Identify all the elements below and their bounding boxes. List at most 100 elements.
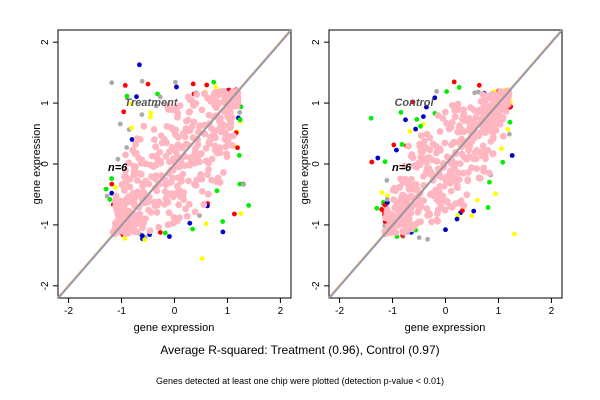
data-point — [203, 221, 209, 227]
data-point — [182, 125, 190, 132]
data-point — [165, 209, 173, 217]
data-point — [455, 213, 461, 218]
data-point — [139, 112, 145, 117]
data-point — [448, 102, 456, 109]
data-point — [131, 228, 139, 236]
data-point — [122, 236, 128, 241]
data-point — [182, 205, 190, 213]
data-point — [109, 176, 114, 181]
data-point — [474, 197, 480, 203]
data-point — [446, 202, 454, 210]
data-point — [484, 146, 492, 154]
data-point — [460, 153, 468, 161]
data-point — [213, 84, 219, 90]
data-point — [161, 188, 169, 195]
scatter-panel-control: -2 -1 0 1 2 -2 -1 0 1 2 Control n=6 gene express… — [299, 29, 564, 334]
data-point — [399, 227, 407, 235]
data-point — [476, 82, 482, 88]
data-point — [469, 213, 475, 219]
data-point — [145, 180, 153, 188]
data-point — [391, 142, 397, 148]
panel-title: Control — [394, 97, 434, 109]
data-point — [204, 190, 212, 198]
data-point — [432, 142, 440, 150]
data-point — [109, 190, 115, 196]
data-point — [196, 122, 204, 130]
data-point — [124, 93, 130, 99]
scatter-panel-treatment: -2 -1 0 1 2 -2 -1 0 1 2 Treatment n=6 gene expre… — [31, 29, 293, 334]
data-point — [169, 174, 177, 182]
data-point — [384, 197, 390, 202]
data-point — [410, 99, 416, 105]
data-point — [136, 210, 144, 218]
data-point — [420, 138, 428, 145]
data-point — [480, 164, 488, 172]
data-point — [172, 104, 180, 112]
data-point — [223, 153, 231, 161]
y-axis-ticks: -2 -1 0 1 2 — [311, 39, 329, 290]
data-point — [122, 173, 130, 181]
data-point — [237, 181, 243, 187]
data-point — [217, 114, 224, 122]
data-point — [416, 142, 424, 150]
data-point — [152, 143, 160, 151]
data-point — [117, 121, 123, 127]
data-point — [473, 165, 480, 173]
fit-line — [58, 29, 293, 299]
data-point — [135, 170, 143, 177]
data-point — [413, 126, 418, 132]
data-point — [180, 196, 188, 204]
data-point — [234, 99, 242, 107]
identity-line — [57, 29, 292, 299]
data-point — [202, 144, 210, 152]
data-point — [512, 231, 517, 237]
data-point — [104, 193, 110, 199]
data-point — [485, 169, 493, 177]
data-point — [169, 193, 177, 201]
data-point — [425, 210, 433, 218]
fit-line — [329, 29, 564, 299]
data-point — [484, 103, 491, 111]
data-point — [432, 95, 438, 101]
data-point — [414, 117, 420, 122]
data-point — [475, 174, 483, 182]
data-point — [485, 205, 491, 210]
fit-line — [327, 29, 562, 299]
data-point — [172, 131, 179, 139]
data-point — [190, 81, 196, 87]
data-point — [426, 134, 434, 142]
x-axis-ticks: -2 -1 0 1 2 — [64, 298, 284, 317]
data-point — [451, 113, 459, 120]
data-point — [122, 151, 129, 159]
data-point — [460, 202, 468, 210]
data-points — [103, 62, 252, 261]
data-point — [418, 123, 423, 129]
data-point — [509, 153, 515, 158]
data-point — [199, 256, 205, 261]
data-point — [237, 117, 243, 122]
data-point — [202, 157, 210, 165]
fit-line — [56, 29, 291, 299]
data-point — [447, 187, 455, 195]
data-point — [124, 198, 132, 206]
y-tick-label: 2 — [40, 39, 51, 45]
data-point — [170, 145, 178, 153]
data-point — [472, 90, 477, 96]
data-point — [103, 186, 109, 192]
data-point — [133, 135, 141, 143]
data-point — [120, 209, 128, 217]
y-tick-label: 1 — [311, 100, 322, 106]
data-point — [173, 79, 178, 85]
detection-note: Genes detected at least one chip were pl… — [156, 376, 444, 386]
data-point — [439, 115, 447, 122]
data-point — [495, 111, 503, 118]
data-point — [139, 182, 147, 190]
data-point — [408, 151, 416, 158]
data-point — [399, 142, 405, 147]
data-point — [403, 117, 408, 123]
data-point — [426, 146, 434, 154]
data-point — [144, 198, 152, 206]
data-point — [211, 79, 217, 85]
data-point — [500, 159, 506, 165]
